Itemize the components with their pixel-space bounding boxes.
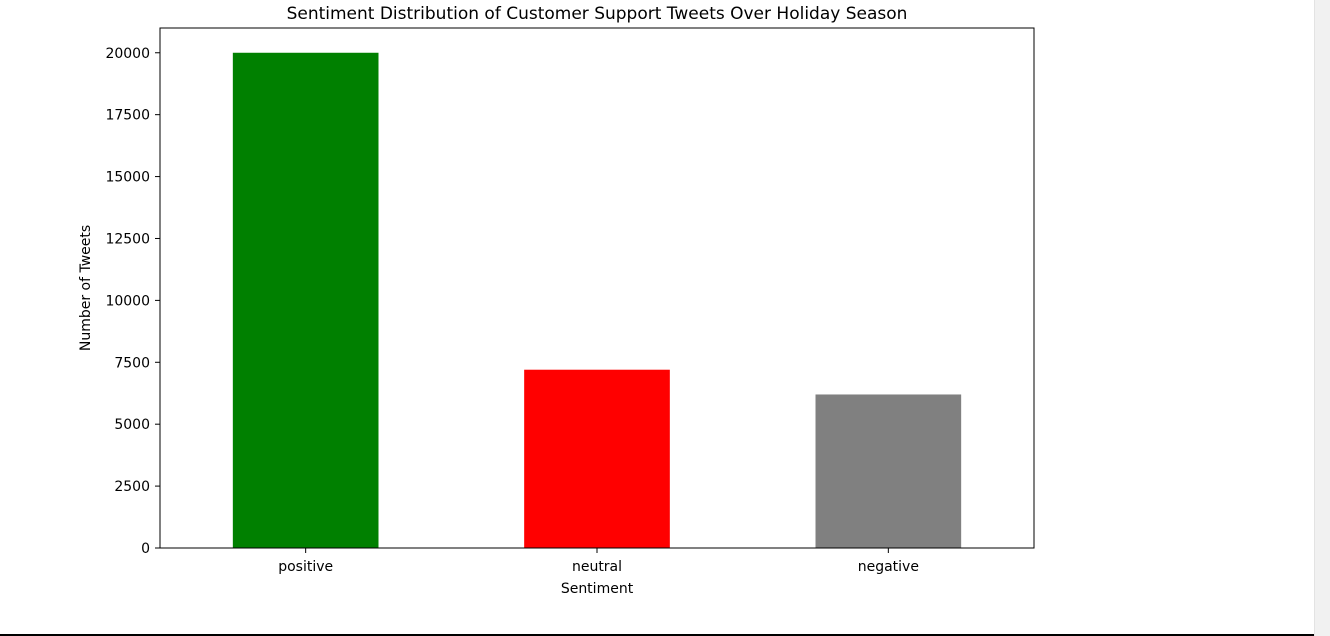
plot-frame [159, 27, 1035, 549]
bar-neutral [524, 369, 670, 548]
y-tick-label: 10000 [105, 293, 150, 309]
x-tick-label: neutral [572, 559, 622, 575]
bottom-divider [0, 634, 1314, 636]
y-tick-label: 15000 [105, 170, 150, 186]
bars-group [232, 52, 962, 549]
y-axis-label: Number of Tweets [78, 225, 94, 351]
scrollbar-track[interactable] [1314, 0, 1330, 636]
bar-positive [232, 52, 379, 549]
y-tick-label: 17500 [105, 108, 150, 124]
y-tick-label: 12500 [105, 231, 150, 247]
x-axis-label: Sentiment [561, 581, 634, 597]
x-axis-ticks: positive neutral negative [278, 548, 919, 575]
y-tick-label: 20000 [105, 46, 150, 62]
y-tick-label: 2500 [114, 479, 150, 495]
y-tick-label: 5000 [114, 417, 150, 433]
x-tick-label: positive [278, 559, 333, 575]
y-tick-label: 0 [141, 541, 150, 557]
x-tick-label: negative [858, 559, 919, 575]
bar-negative [815, 394, 962, 548]
y-axis-ticks: 0 2500 5000 7500 10000 12500 15000 17500 20000 [105, 46, 160, 557]
chart-title: Sentiment Distribution of Customer Suppo… [287, 4, 908, 24]
y-tick-label: 7500 [114, 355, 150, 371]
